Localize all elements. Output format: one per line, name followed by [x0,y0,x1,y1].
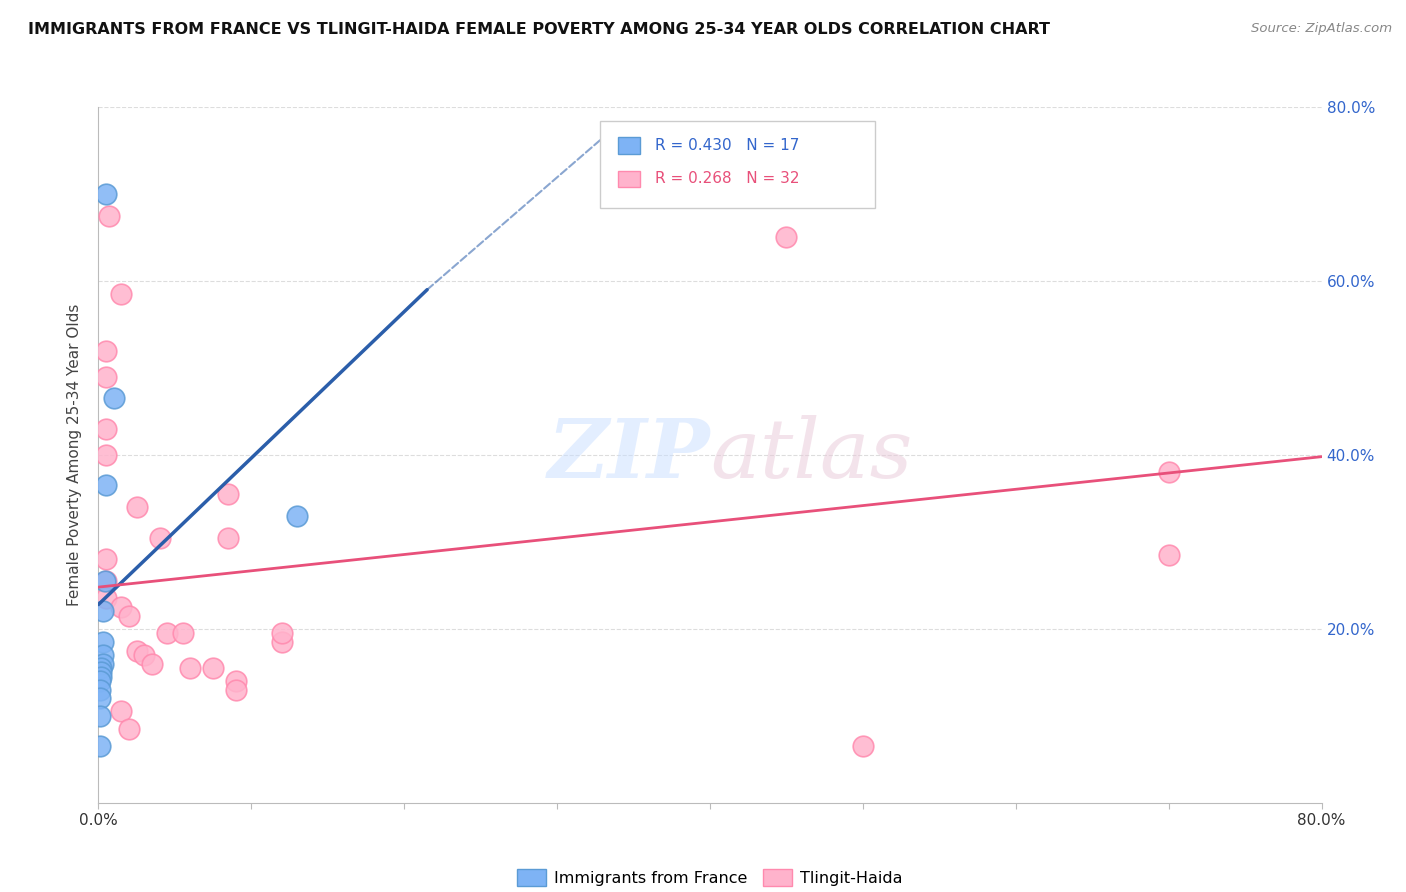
Text: atlas: atlas [710,415,912,495]
Point [285,508,308,523]
Point [134,648,156,662]
Point [156,626,179,640]
Point [94,552,117,566]
Point [90,661,112,675]
Point [110,705,132,719]
FancyBboxPatch shape [619,137,640,153]
Legend: Immigrants from France, Tlingit-Haida: Immigrants from France, Tlingit-Haida [510,863,910,892]
Point [94,343,117,358]
Point [202,661,225,675]
Point [1157,466,1180,480]
Point [94,478,117,492]
Point [94,187,117,202]
Point [217,487,239,501]
Text: R = 0.430   N = 17: R = 0.430 N = 17 [655,137,800,153]
Text: Source: ZipAtlas.com: Source: ZipAtlas.com [1251,22,1392,36]
Point [94,422,117,436]
Point [775,230,797,244]
Point [270,635,292,649]
Point [125,643,148,657]
Point [91,635,114,649]
FancyBboxPatch shape [619,170,640,187]
Point [91,648,114,662]
Point [179,661,201,675]
Point [93,574,115,588]
Point [225,674,247,689]
Point [89,739,111,754]
Point [125,500,148,514]
Point [103,392,125,406]
Point [89,674,111,689]
Point [91,657,114,671]
Point [270,626,292,640]
Point [94,591,117,606]
Point [1157,548,1180,562]
Point [110,600,132,615]
Text: ZIP: ZIP [547,415,710,495]
Point [98,209,121,223]
Point [94,369,117,384]
Point [89,691,111,706]
Text: R = 0.268   N = 32: R = 0.268 N = 32 [655,171,800,186]
Point [118,722,141,736]
Point [89,682,111,697]
Point [89,708,111,723]
Point [172,626,194,640]
Point [94,574,117,588]
Point [141,657,163,671]
Y-axis label: Female Poverty Among 25-34 Year Olds: Female Poverty Among 25-34 Year Olds [67,304,83,606]
Point [217,531,239,545]
Point [149,531,172,545]
Point [91,605,114,619]
Point [94,448,117,462]
Point [90,665,112,680]
Text: IMMIGRANTS FROM FRANCE VS TLINGIT-HAIDA FEMALE POVERTY AMONG 25-34 YEAR OLDS COR: IMMIGRANTS FROM FRANCE VS TLINGIT-HAIDA … [28,22,1050,37]
Point [90,670,112,684]
FancyBboxPatch shape [600,121,875,208]
Point [852,739,875,754]
Point [118,608,141,623]
Point [110,287,132,301]
Point [225,682,247,697]
